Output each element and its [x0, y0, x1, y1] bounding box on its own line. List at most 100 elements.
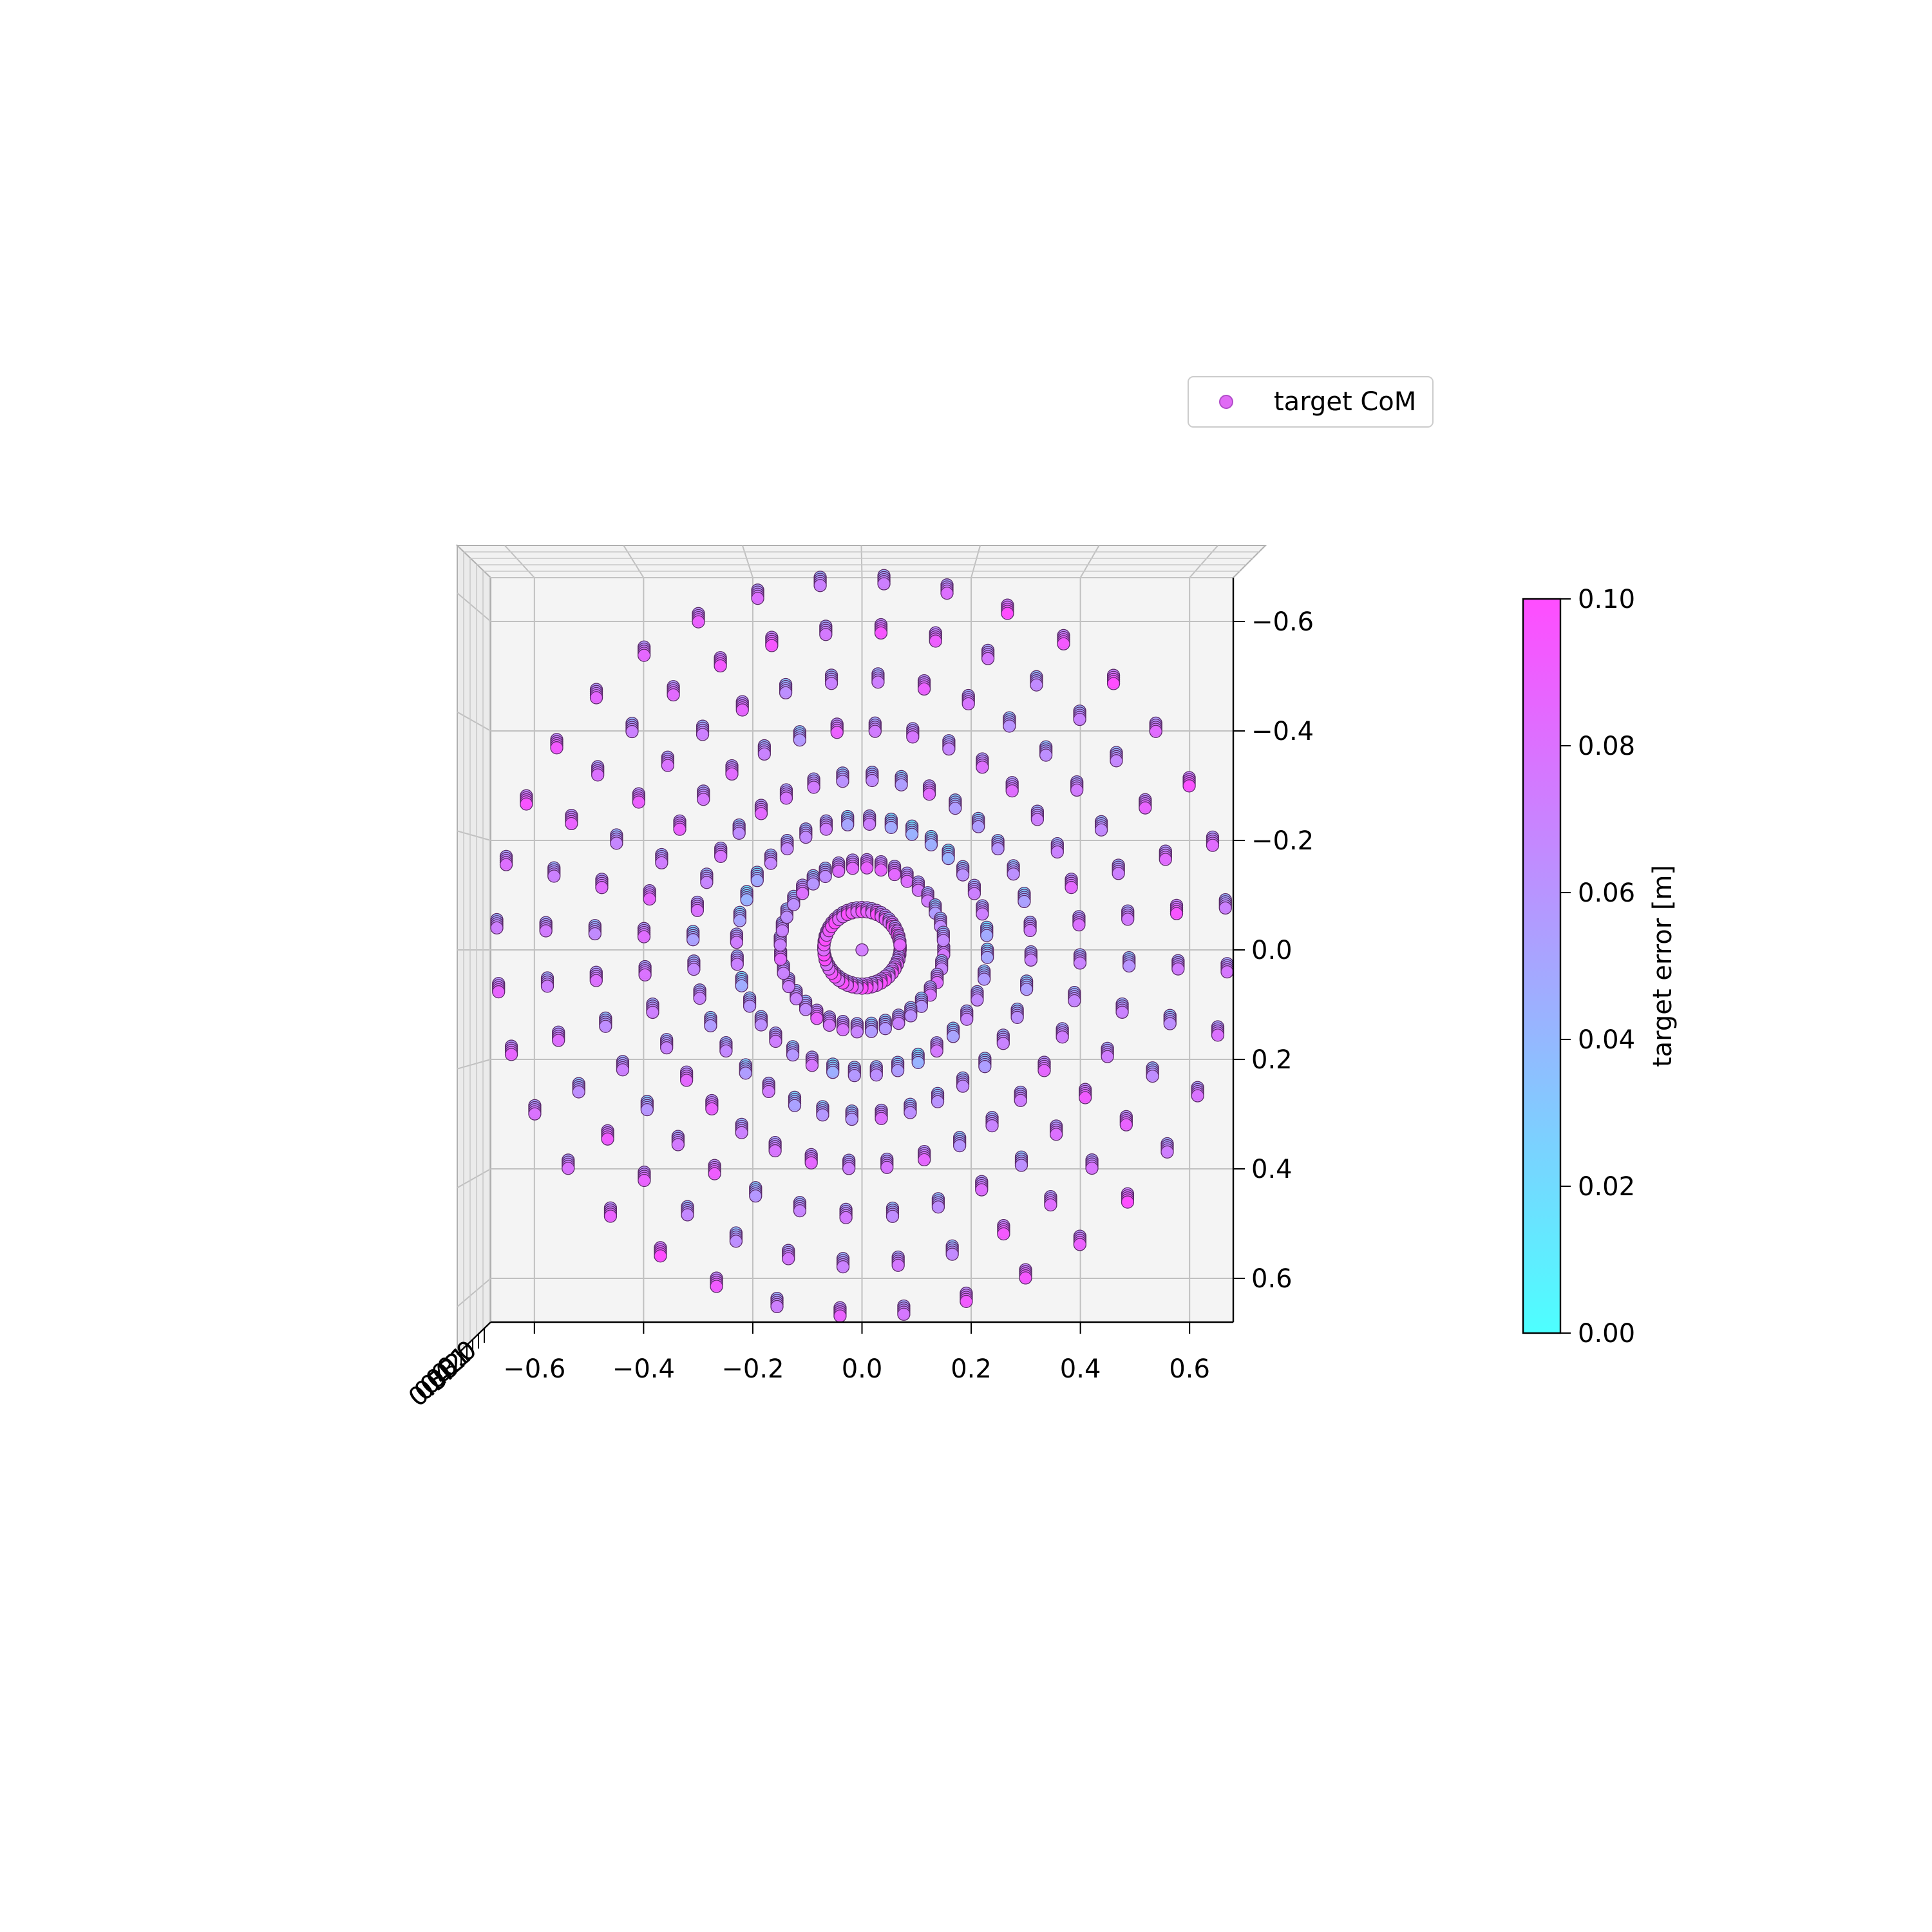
- scatter-point: [836, 1015, 850, 1037]
- scatter-point: [961, 688, 975, 711]
- scatter-point: [646, 997, 659, 1019]
- scatter-point: [807, 772, 820, 794]
- scatter-point: [905, 819, 919, 841]
- scatter-point: [1163, 1009, 1177, 1030]
- scatter-point: [1024, 945, 1037, 967]
- scatter-point: [1018, 886, 1031, 909]
- scatter-point: [779, 677, 793, 699]
- scatter-point: [1220, 957, 1234, 979]
- scatter-point: [895, 770, 908, 791]
- scatter-point: [552, 1025, 565, 1047]
- scatter-point: [655, 848, 668, 869]
- scatter-point: [864, 1016, 878, 1038]
- scatter-point: [836, 766, 849, 788]
- scatter-point: [1146, 1061, 1159, 1083]
- scatter-point: [1010, 1002, 1024, 1024]
- scatter-point: [1211, 1020, 1225, 1042]
- scatter-point: [891, 1250, 905, 1272]
- scatter-point: [660, 1033, 674, 1055]
- scatter-point: [949, 793, 962, 815]
- scatter-point: [1119, 1110, 1133, 1132]
- top-pane-line: [971, 545, 981, 578]
- scatter-point: [743, 991, 757, 1013]
- scatter-point: [904, 1097, 917, 1119]
- scatter-point: [550, 733, 564, 755]
- scatter-point: [799, 822, 813, 844]
- scatter-points: [490, 569, 1234, 1323]
- scatter-point: [673, 814, 687, 836]
- scatter-point: [967, 878, 981, 900]
- scatter-point: [693, 983, 706, 1005]
- x-tick-label: 0.6: [1169, 1354, 1210, 1384]
- scatter-point: [839, 1202, 853, 1224]
- scatter-point: [1079, 1083, 1092, 1104]
- scatter-point: [637, 922, 651, 943]
- scatter-point: [869, 1060, 883, 1082]
- pane-edge-lines: [457, 545, 1259, 1348]
- scatter-point: [492, 977, 506, 999]
- scatter-point: [540, 971, 554, 993]
- scatter-point: [1149, 716, 1162, 738]
- scatter-point: [900, 866, 914, 888]
- scatter-point: [978, 964, 991, 986]
- scatter-point: [868, 716, 882, 738]
- left-pane-line: [457, 592, 491, 622]
- scatter-point: [770, 1291, 784, 1314]
- scatter-point: [978, 1052, 992, 1074]
- scatter-point: [897, 1299, 911, 1321]
- scatter-point: [799, 994, 813, 1016]
- scatter-point: [735, 695, 749, 717]
- scatter-point: [732, 818, 746, 840]
- scatter-point: [996, 1028, 1010, 1050]
- scatter-point: [520, 789, 533, 811]
- scatter-point: [917, 674, 931, 696]
- scatter-point: [700, 867, 714, 889]
- scatter-point: [1112, 858, 1125, 880]
- scatter-point: [625, 717, 639, 739]
- scatter-point: [975, 1175, 989, 1197]
- scatter-point: [846, 853, 860, 875]
- scatter-point: [945, 1239, 959, 1261]
- scatter-point: [730, 949, 744, 971]
- axes-3d: −0.6 −0.4 −0.2 0.0 0.2 0.4 0.6 −0.6 −0.4 −0.2 0.0…: [403, 544, 1314, 1413]
- scatter-point: [1007, 859, 1020, 881]
- scatter-point: [832, 856, 846, 878]
- scatter-point: [696, 719, 710, 741]
- scatter-point: [1056, 1022, 1069, 1044]
- scatter-point: [1068, 986, 1081, 1008]
- scatter-point: [931, 1192, 945, 1214]
- scatter-point: [679, 1065, 694, 1087]
- colorbar-tick-label: 0.02: [1578, 1172, 1635, 1202]
- scatter-point: [860, 853, 874, 875]
- scatter-point: [824, 668, 838, 690]
- scatter-point: [1072, 910, 1086, 932]
- scatter-point: [793, 725, 806, 747]
- scatter-point: [730, 927, 744, 949]
- scatter-point: [1110, 746, 1123, 768]
- scatter-point: [1019, 974, 1034, 996]
- scatter-point: [603, 1201, 618, 1223]
- left-pane-line: [457, 830, 491, 841]
- scatter-point: [704, 1010, 717, 1032]
- scatter-point: [1094, 815, 1108, 837]
- y-tick-label: 0.0: [1251, 936, 1293, 965]
- scatter-point: [547, 861, 561, 883]
- scatter-point: [638, 960, 652, 982]
- scatter-point: [588, 919, 601, 941]
- scatter-point: [719, 1036, 733, 1058]
- legend-frame: [1188, 376, 1434, 428]
- colorbar-tick-label: 0.08: [1578, 732, 1635, 761]
- scatter-point: [981, 643, 995, 665]
- scatter-point: [595, 873, 609, 895]
- scatter-point: [640, 1095, 654, 1117]
- scatter-point: [710, 1271, 723, 1293]
- scatter-point: [661, 750, 675, 772]
- scatter-point: [855, 943, 869, 957]
- scatter-point: [1044, 1190, 1057, 1212]
- scatter-point: [936, 925, 950, 947]
- scatter-point: [822, 1010, 837, 1032]
- scatter-point: [918, 1144, 931, 1167]
- scatter-point: [819, 620, 833, 641]
- scatter-point: [562, 1153, 575, 1175]
